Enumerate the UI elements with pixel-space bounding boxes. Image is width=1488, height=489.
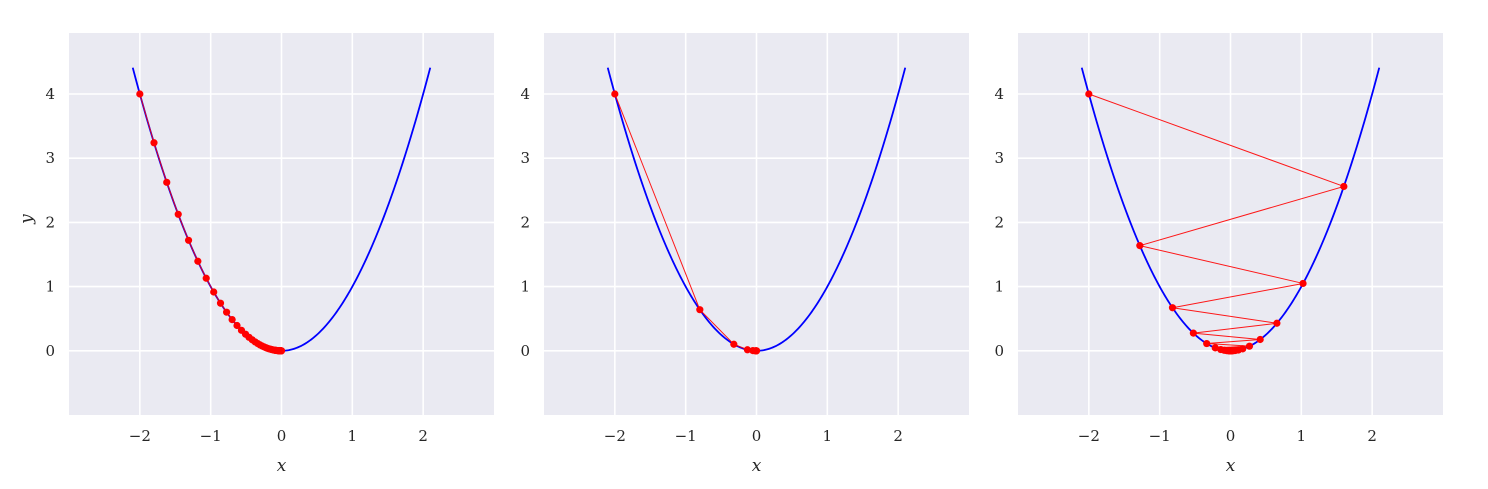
iterate-point: [1203, 339, 1211, 348]
x-tick-label: 1: [348, 427, 358, 445]
x-tick-label: 0: [752, 427, 762, 445]
iterate-point: [1168, 304, 1177, 312]
iterate-point: [223, 308, 231, 316]
y-tick-label: 3: [520, 149, 530, 167]
iterate-point: [210, 288, 218, 296]
x-tick-label: 1: [1297, 427, 1307, 445]
iterate-point: [202, 274, 210, 282]
iterate-point: [743, 346, 752, 354]
iterate-point: [1211, 344, 1219, 352]
iterate-point: [1245, 342, 1254, 350]
iterate-point: [1299, 279, 1307, 288]
x-tick-label: −2: [1078, 427, 1100, 445]
y-tick-label: 4: [520, 85, 530, 103]
y-tick-label: 0: [45, 342, 55, 360]
iterate-point: [184, 236, 193, 244]
y-tick-label: 0: [520, 342, 530, 360]
iterate-point: [1085, 90, 1093, 98]
iterate-point: [163, 178, 171, 186]
y-tick-label: 1: [994, 278, 1004, 296]
iterate-point: [1189, 329, 1197, 337]
x-tick-label: 0: [1226, 427, 1236, 445]
iterate-point: [752, 347, 761, 355]
y-axis-label: y: [17, 214, 37, 225]
y-tick-label: 4: [994, 85, 1004, 103]
x-tick-label: −1: [200, 427, 222, 445]
iterate-point: [1256, 335, 1264, 344]
x-tick-label: −1: [1149, 427, 1171, 445]
iterate-point: [1226, 347, 1235, 355]
x-axis-label: x: [1226, 456, 1236, 476]
iterate-point: [730, 340, 738, 348]
y-tick-label: 2: [994, 213, 1004, 231]
iterate-point: [277, 347, 286, 355]
iterate-point: [150, 139, 158, 147]
iterate-point: [696, 306, 704, 314]
iterate-point: [611, 90, 619, 98]
x-tick-label: −1: [675, 427, 697, 445]
iterate-point: [136, 90, 144, 98]
x-tick-label: −2: [129, 427, 151, 445]
x-axis-label: x: [752, 456, 762, 476]
y-tick-label: 3: [45, 149, 55, 167]
y-tick-label: 2: [520, 213, 530, 231]
y-tick-label: 0: [994, 342, 1004, 360]
chart-panel-middle: −2 −1 0 1 2 0 1 2 3 4 x: [520, 33, 969, 476]
x-tick-label: 1: [823, 427, 833, 445]
iterate-point: [216, 299, 225, 307]
y-tick-label: 4: [45, 85, 55, 103]
x-axis-label: x: [277, 456, 287, 476]
chart-panel-left: −2 −1 0 1 2 0 1 2 3 4 x y: [17, 33, 494, 476]
x-tick-label: 2: [1367, 427, 1377, 445]
y-tick-label: 1: [520, 278, 530, 296]
iterate-point: [1273, 319, 1281, 327]
x-tick-label: −2: [604, 427, 626, 445]
iterate-point: [194, 257, 202, 265]
x-tick-label: 2: [418, 427, 428, 445]
iterate-point: [228, 316, 236, 324]
iterate-point: [174, 210, 182, 218]
x-tick-label: 2: [893, 427, 903, 445]
x-tick-label: 0: [277, 427, 287, 445]
y-tick-label: 2: [45, 213, 55, 231]
iterate-point: [1340, 182, 1348, 191]
iterate-point: [233, 321, 241, 330]
y-tick-label: 3: [994, 149, 1004, 167]
iterate-point: [1136, 242, 1144, 250]
chart-panel-right: −2 −1 0 1 2 0 1 2 3 4 x: [994, 33, 1443, 476]
y-tick-label: 1: [45, 278, 55, 296]
